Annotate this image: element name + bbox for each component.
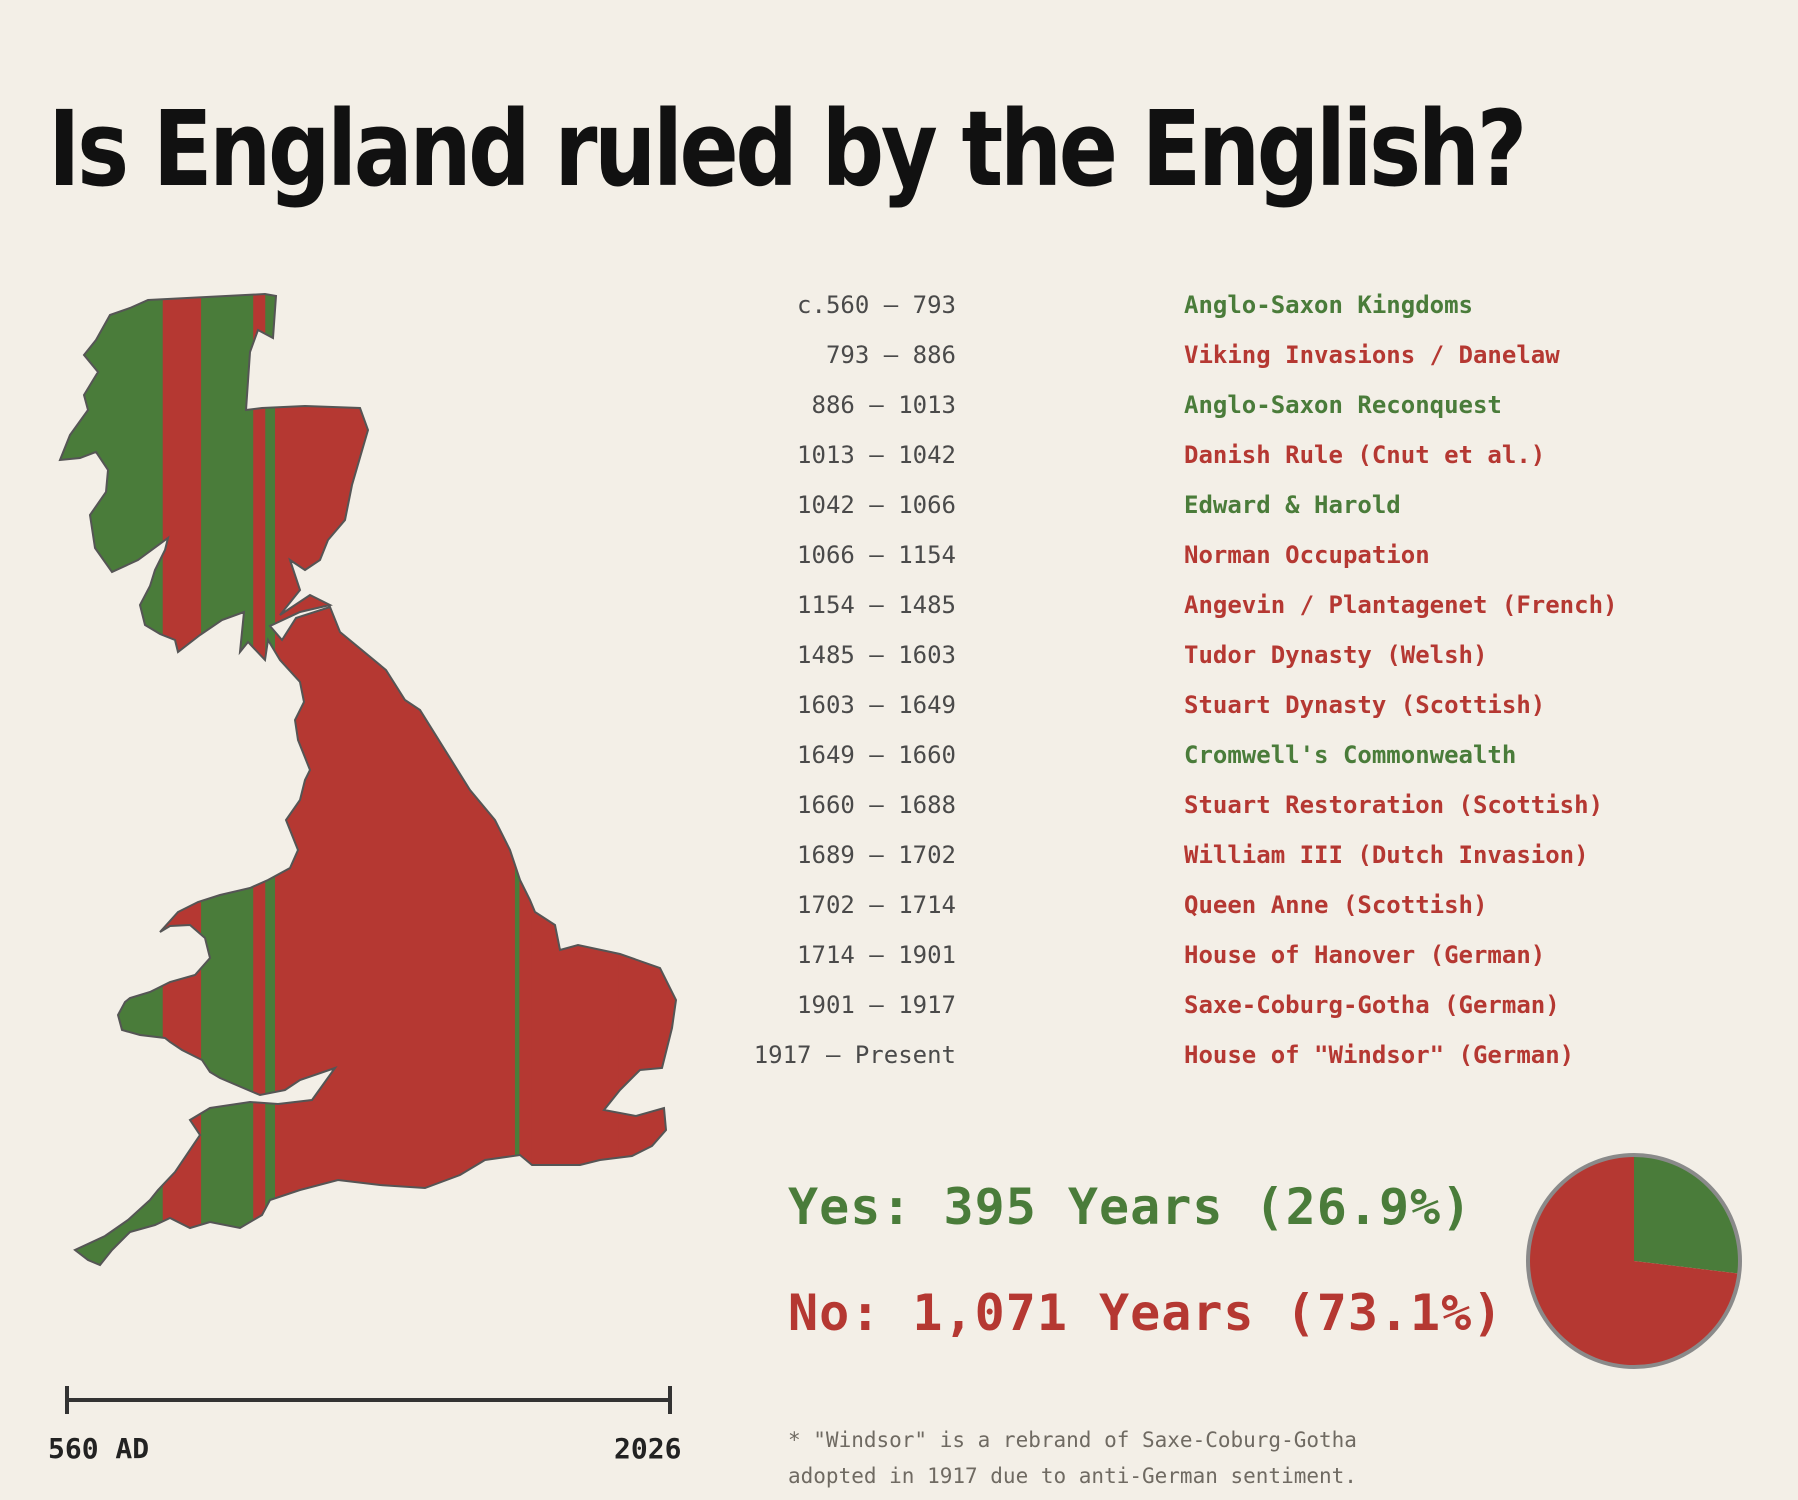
period-name: Tudor Dynasty (Welsh) [1184, 641, 1488, 669]
period-name: Anglo-Saxon Kingdoms [1184, 291, 1473, 319]
axis-end-label: 2026 [614, 1432, 682, 1465]
period-years: 1154 – 1485 [797, 591, 956, 619]
period-years: 1660 – 1688 [797, 791, 956, 819]
period-years: 1714 – 1901 [797, 941, 956, 969]
timeline-row: 793 – 886 Viking Invasions / Danelaw [810, 334, 1770, 384]
map-stripe [519, 294, 531, 1265]
axis-start-label: 560 AD [48, 1432, 150, 1465]
period-name: Norman Occupation [1184, 541, 1430, 569]
timeline-row: c.560 – 793 Anglo-Saxon Kingdoms [797, 284, 1770, 334]
period-years: 1013 – 1042 [797, 441, 956, 469]
map-stripe [531, 294, 537, 1265]
pie-chart [1526, 1153, 1742, 1369]
pie-slice [1528, 1155, 1740, 1367]
timeline-row: 1013 – 1042 Danish Rule (Cnut et al.) [797, 434, 1770, 484]
period-name: Edward & Harold [1184, 491, 1401, 519]
page-title: Is England ruled by the English? [48, 88, 1527, 210]
pie-slice [1634, 1155, 1741, 1274]
map-stripe [625, 294, 676, 1265]
no-summary: No: 1,071 Years (73.1%) [788, 1284, 1504, 1342]
timeline-axis [65, 1386, 672, 1414]
yes-summary: Yes: 395 Years (26.9%) [788, 1178, 1473, 1236]
timeline-row: 1066 – 1154 Norman Occupation [797, 534, 1770, 584]
period-name: Viking Invasions / Danelaw [1184, 341, 1560, 369]
period-years: 1689 – 1702 [797, 841, 956, 869]
map-stripe [536, 294, 542, 1265]
timeline-row: 1917 – Present House of "Windsor" (German… [754, 1034, 1770, 1084]
period-years: 1702 – 1714 [797, 891, 956, 919]
period-years: c.560 – 793 [797, 291, 956, 319]
timeline-row: 1714 – 1901 House of Hanover (German) [797, 934, 1770, 984]
map-stripe [618, 294, 626, 1265]
period-years: 886 – 1013 [811, 391, 957, 419]
timeline-row: 1603 – 1649 Stuart Dynasty (Scottish) [797, 684, 1770, 734]
map-stripe [447, 294, 497, 1265]
timeline-row: 1154 – 1485 Angevin / Plantagenet (French… [797, 584, 1770, 634]
map-stripe [514, 294, 520, 1265]
period-years: 1901 – 1917 [797, 991, 956, 1019]
period-years: 1485 – 1603 [797, 641, 956, 669]
period-name: House of Hanover (German) [1184, 941, 1546, 969]
timeline-row: 886 – 1013 Anglo-Saxon Reconquest [810, 384, 1770, 434]
map-stripe [265, 294, 276, 1265]
timeline-row: 1689 – 1702 William III (Dutch Invasion) [797, 834, 1770, 884]
timeline-row: 1042 – 1066 Edward & Harold [797, 484, 1770, 534]
period-years: 1066 – 1154 [797, 541, 956, 569]
timeline-list: c.560 – 793 Anglo-Saxon Kingdoms 793 – 886… [754, 284, 1770, 1084]
period-name: Danish Rule (Cnut et al.) [1184, 441, 1546, 469]
britain-stripe-map [59, 293, 677, 1266]
timeline-row: 1485 – 1603 Tudor Dynasty (Welsh) [797, 634, 1770, 684]
period-name: House of "Windsor" (German) [1184, 1041, 1575, 1069]
map-stripe [496, 294, 515, 1265]
footnote: * "Windsor" is a rebrand of Saxe-Coburg-… [788, 1422, 1488, 1494]
map-stripe [275, 294, 312, 1265]
timeline-row: 1702 – 1714 Queen Anne (Scottish) [797, 884, 1770, 934]
period-years: 1042 – 1066 [797, 491, 956, 519]
period-name: Stuart Restoration (Scottish) [1184, 791, 1604, 819]
map-stripe [311, 294, 448, 1265]
pie-outline [1526, 1153, 1742, 1369]
timeline-row: 1901 – 1917 Saxe-Coburg-Gotha (German) [797, 984, 1770, 1034]
period-name: Stuart Dynasty (Scottish) [1184, 691, 1546, 719]
period-name: Queen Anne (Scottish) [1184, 891, 1488, 919]
period-years: 1917 – Present [753, 1041, 956, 1069]
period-name: Anglo-Saxon Reconquest [1184, 391, 1502, 419]
timeline-row: 1649 – 1660 Cromwell's Commonwealth [797, 734, 1770, 784]
map-stripe [162, 294, 202, 1265]
period-years: 1649 – 1660 [797, 741, 956, 769]
footnote-line-2: adopted in 1917 due to anti-German senti… [788, 1464, 1357, 1488]
period-name: Angevin / Plantagenet (French) [1184, 591, 1618, 619]
map-stripe [60, 294, 163, 1265]
map-stripe [201, 294, 254, 1265]
period-name: Saxe-Coburg-Gotha (German) [1184, 991, 1560, 1019]
timeline-row: 1660 – 1688 Stuart Restoration (Scottish) [797, 784, 1770, 834]
period-name: Cromwell's Commonwealth [1184, 741, 1517, 769]
period-name: William III (Dutch Invasion) [1184, 841, 1589, 869]
footnote-line-1: * "Windsor" is a rebrand of Saxe-Coburg-… [788, 1428, 1357, 1452]
period-years: 793 – 886 [825, 341, 956, 369]
period-years: 1603 – 1649 [797, 691, 956, 719]
map-stripe [541, 294, 619, 1265]
